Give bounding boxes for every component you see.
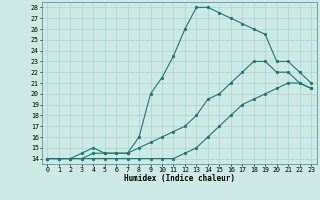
X-axis label: Humidex (Indice chaleur): Humidex (Indice chaleur) [124,174,235,183]
